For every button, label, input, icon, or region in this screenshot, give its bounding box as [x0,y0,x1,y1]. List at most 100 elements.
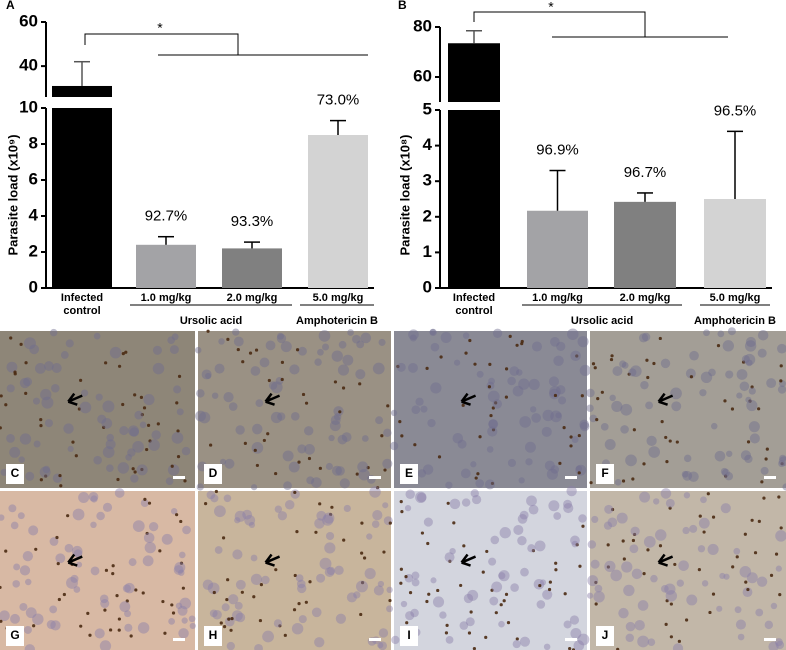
cell [234,510,246,522]
cell [298,615,307,624]
cell [4,403,8,407]
cell [413,443,417,447]
cell [735,619,746,630]
cell [748,399,752,403]
cell [623,584,635,597]
cell [779,454,786,462]
cell [44,361,54,371]
cell [236,347,240,352]
cell [342,538,346,542]
cell [375,416,384,425]
micrograph: D [194,328,393,491]
cell [488,557,497,566]
cell [141,591,145,595]
cell [604,504,614,514]
cell [117,617,121,621]
cell [404,575,408,579]
cell [520,567,529,577]
cell [274,568,278,572]
cell [24,361,28,365]
cell [698,517,710,529]
cell [658,336,662,341]
cell [251,423,263,435]
percent-label: 92.7% [145,208,188,225]
cell [218,338,225,345]
cell [711,592,716,596]
cell [741,355,750,364]
cell [744,340,757,352]
cell [378,628,389,638]
cell [734,606,742,614]
cell [440,332,452,343]
x-tick-label: Infected control [60,292,104,317]
cell [242,509,253,520]
cell [507,376,516,386]
cell [364,567,376,580]
cell [148,439,152,443]
cell [6,361,18,373]
cell [175,513,179,517]
cell [554,568,558,572]
cell [760,480,764,484]
bar-upper [448,43,500,102]
cell [569,444,573,448]
cell [165,477,174,486]
cell [668,506,672,510]
cell [57,597,61,602]
cell [461,498,471,507]
cell [262,630,274,643]
cell [463,593,474,604]
cell [589,414,598,423]
cell [429,328,437,337]
cell [462,332,470,339]
cell [323,512,335,524]
cell [243,441,247,446]
cell [220,458,227,465]
cell [594,584,603,593]
cell [741,360,746,364]
cell [760,466,769,475]
cell [102,446,115,458]
cell [375,486,380,490]
cell [764,620,774,630]
cell [328,434,335,442]
panel-letter-box [6,626,24,646]
cell [380,434,384,438]
cell [90,566,100,576]
cell [724,472,734,481]
cell [716,344,721,348]
cell [678,560,689,571]
cell [202,579,214,590]
cell [360,332,372,344]
cell [133,470,137,474]
cell [179,519,183,524]
cell [231,610,243,622]
cell [265,340,276,351]
cell [517,514,528,524]
cell [204,502,208,506]
cell [206,490,216,500]
cell [740,450,751,461]
cell [229,628,233,632]
cell [563,592,567,596]
cell [233,336,244,347]
cell [675,440,679,444]
cell [775,530,786,542]
cell [353,591,361,599]
cell [764,457,768,461]
cell [341,386,346,390]
cell [189,622,196,630]
cell [72,508,85,521]
group-label: Amphotericin B [296,315,378,327]
cell [629,544,639,554]
cell [689,350,699,361]
cell [726,450,733,457]
cell [338,410,342,414]
cell [579,419,590,430]
cell [183,479,187,483]
cell [530,406,537,413]
cell [333,413,342,421]
micrograph-bg [590,331,786,488]
cell [382,550,386,554]
cell [685,368,696,379]
